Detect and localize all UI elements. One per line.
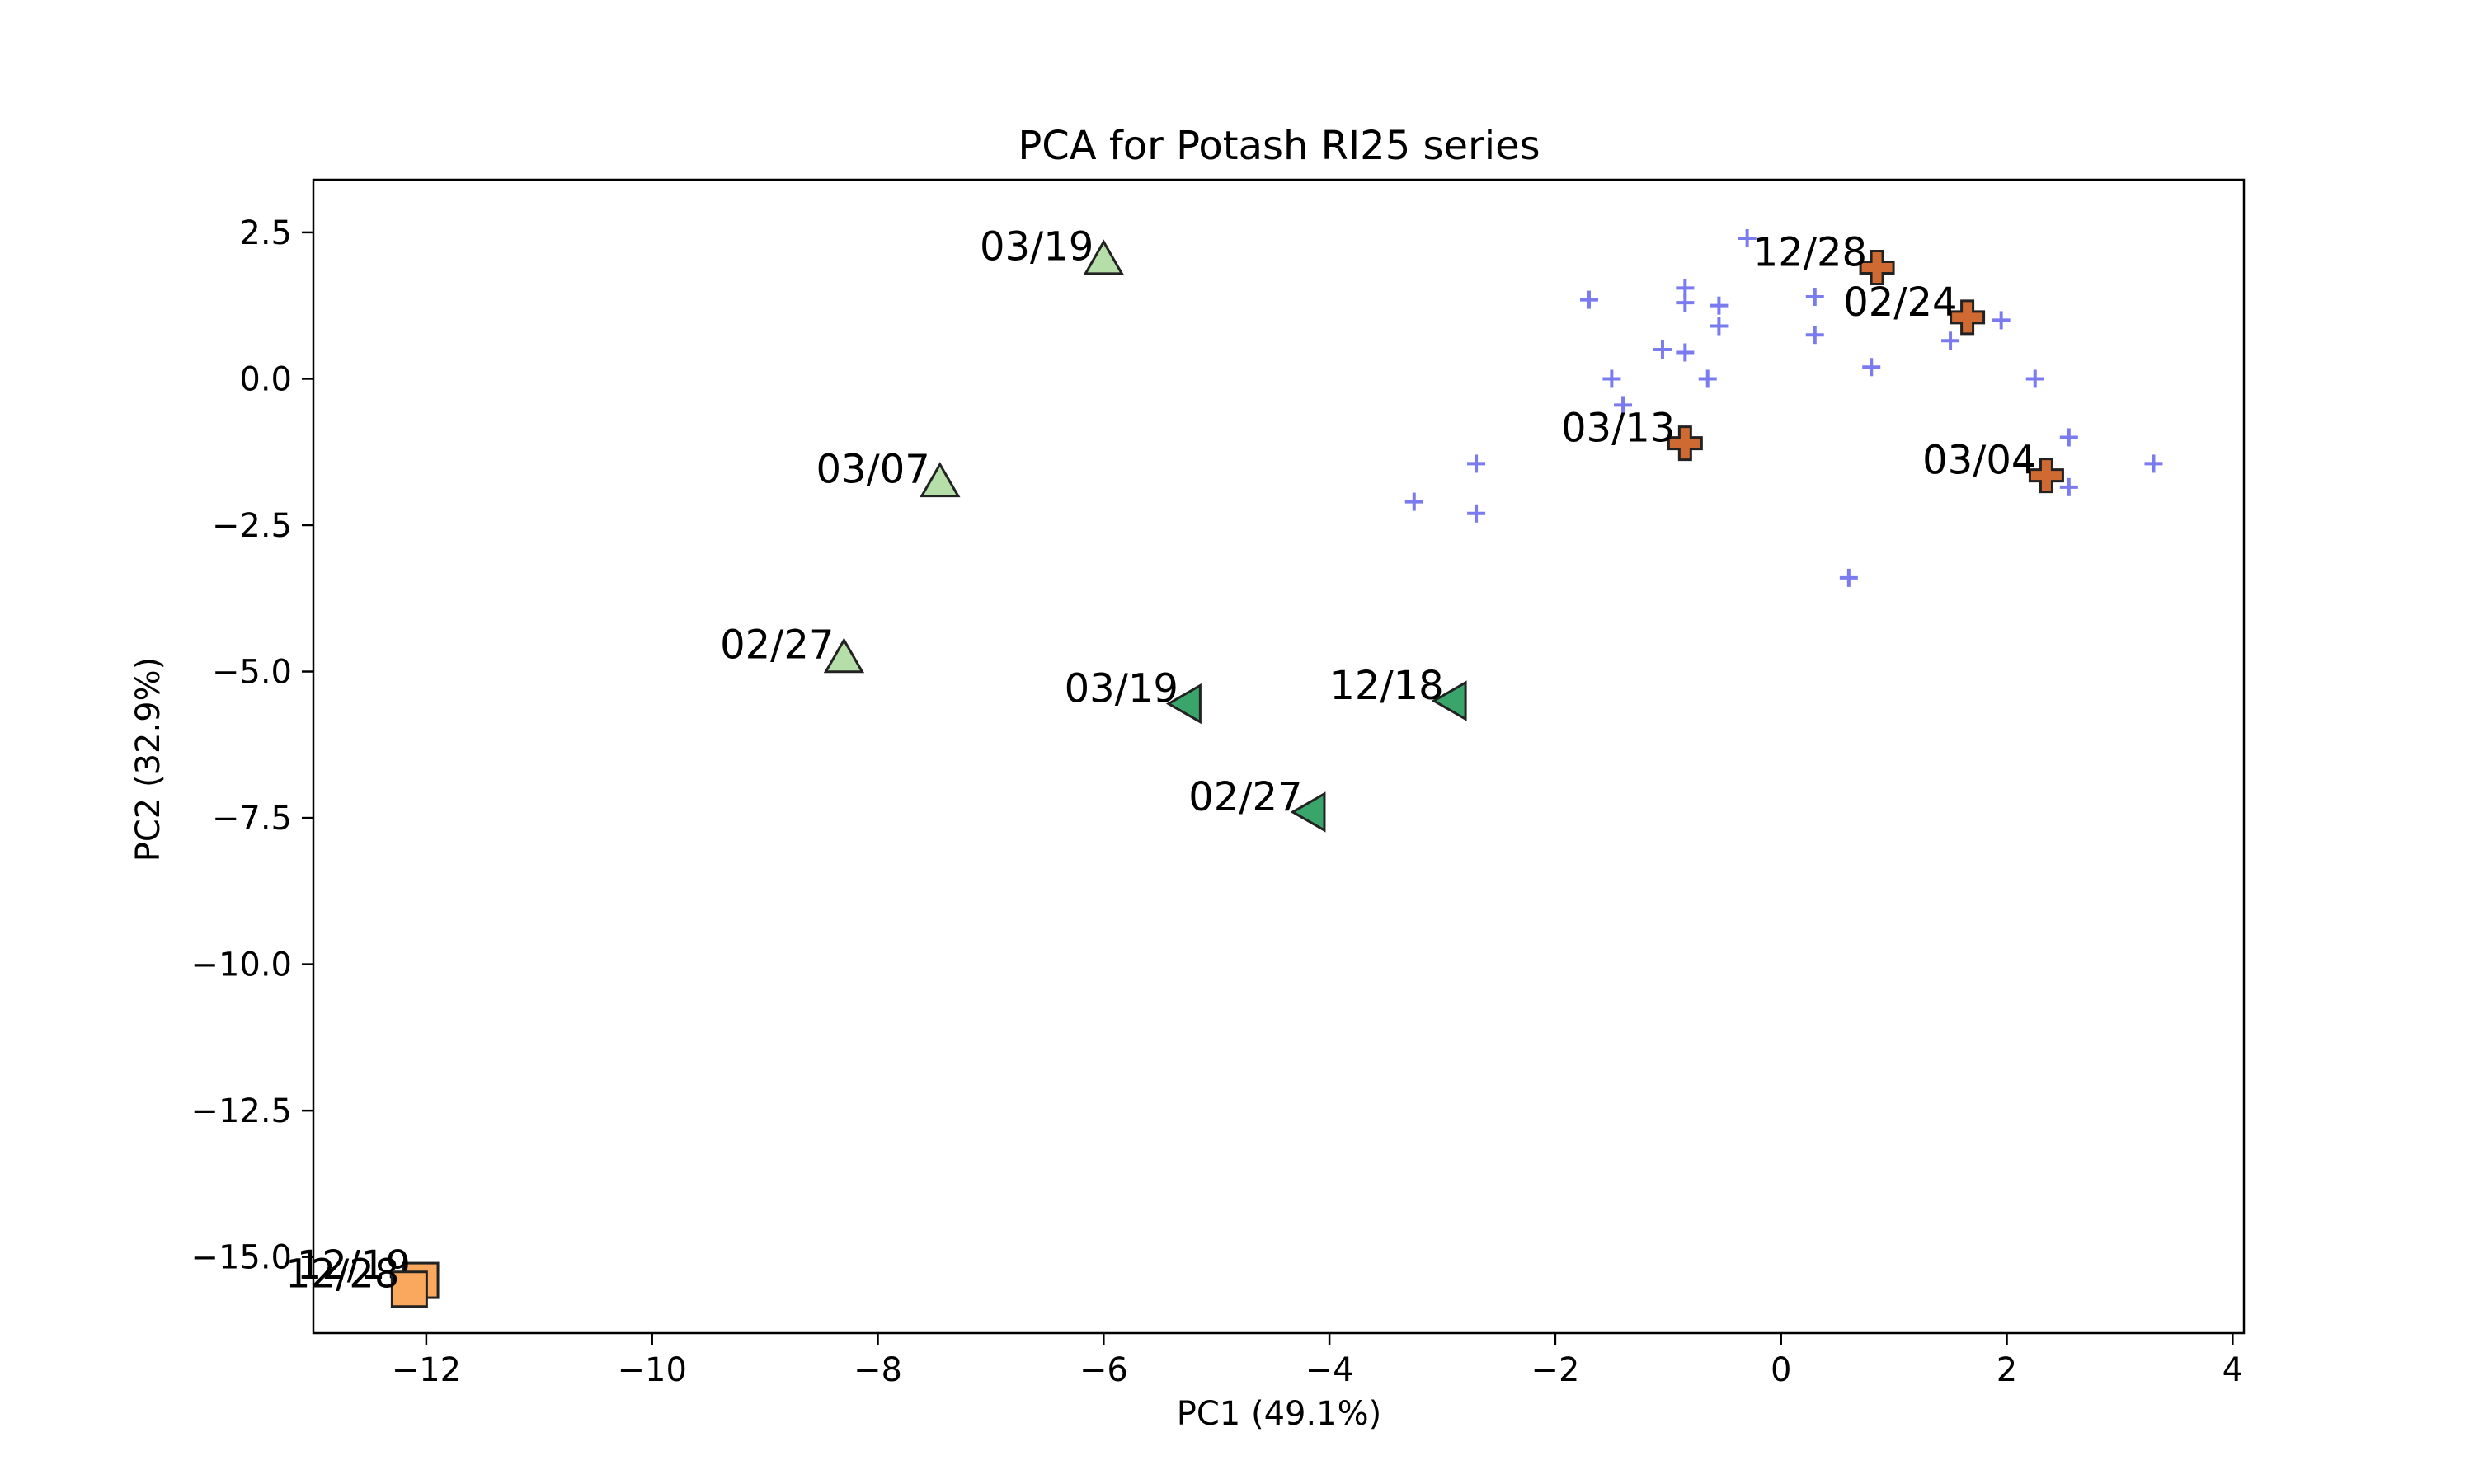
background-point [1602,369,1621,388]
triangle-up-marker [1083,239,1124,275]
triangle-left-marker [1165,683,1202,725]
y-axis-label: PC2 (32.9%) [129,657,167,862]
background-point [1467,454,1486,473]
point-label: 03/04 [1922,438,2036,484]
x-tick-label: −6 [1079,1351,1128,1389]
plus-marker [1950,299,1986,336]
triangle-left-marker [1431,680,1467,721]
background-point [1738,229,1757,248]
point-label: 02/24 [1843,279,1957,326]
triangle-up-marker [823,637,865,674]
background-point [1467,504,1486,523]
x-tick-label: −4 [1305,1351,1354,1389]
triangle-left-marker [1290,791,1326,833]
y-tick-label: −10.0 [190,946,292,984]
background-point [1579,290,1598,309]
plot-frame [312,178,2246,1335]
x-tick-label: −10 [617,1351,686,1389]
background-point [2144,454,2163,473]
y-tick-label: 0.0 [239,360,292,398]
y-tick-label: −5.0 [212,654,292,692]
background-point [1710,317,1729,336]
x-tick-label: 2 [1997,1351,2017,1389]
y-tick-label: −12.5 [190,1092,292,1130]
background-point [1805,326,1824,345]
triangle-up-marker [920,462,961,498]
x-axis: −12 −10 −8 −6 −4 −2 0 2 4 [392,1333,2243,1389]
plus-marker [1859,250,1895,286]
background-point [1862,358,1881,377]
background-point [2025,369,2044,388]
x-tick-label: 0 [1771,1351,1791,1389]
background-point [2059,477,2078,496]
background-point [2059,428,2078,447]
x-tick-label: −8 [854,1351,902,1389]
background-point [1404,492,1423,511]
y-tick-label: −7.5 [212,800,292,838]
background-point [1676,343,1695,362]
point-label: 03/13 [1561,406,1675,452]
background-point [1710,296,1729,315]
background-point [1614,396,1633,415]
point-label: 12/28 [1753,230,1867,276]
x-tick-label: 4 [2222,1351,2243,1389]
plus-marker [2028,458,2064,494]
x-tick-label: −12 [392,1351,461,1389]
x-tick-label: −2 [1531,1351,1579,1389]
background-point [1941,331,1960,350]
background-point [1805,288,1824,307]
point-label: 02/27 [720,622,834,668]
background-point [1992,311,2011,330]
background-point [1839,568,1858,587]
point-label: 03/19 [980,223,1094,270]
point-label: 12/28 [285,1252,399,1298]
y-axis: 2.5 0.0 −2.5 −5.0 −7.5 −10.0 −12.5 −15.0 [190,214,313,1277]
point-label: 02/27 [1188,774,1302,820]
plot-area: 12/2802/2403/1303/0403/1903/0702/2703/19… [285,223,2163,1308]
y-tick-label: −2.5 [212,507,292,545]
y-tick-label: 2.5 [239,214,292,252]
background-point [1653,340,1672,359]
background-point [1676,294,1695,312]
x-axis-label: PC1 (49.1%) [1177,1395,1382,1433]
y-tick-label: −15.0 [190,1239,292,1277]
plus-marker [1667,425,1703,462]
point-label: 03/07 [816,446,929,492]
square-marker [390,1270,428,1308]
point-label: 03/19 [1065,666,1178,712]
point-label: 12/18 [1329,663,1443,709]
chart-title: PCA for Potash RI25 series [1018,123,1540,169]
background-point [1698,369,1717,388]
